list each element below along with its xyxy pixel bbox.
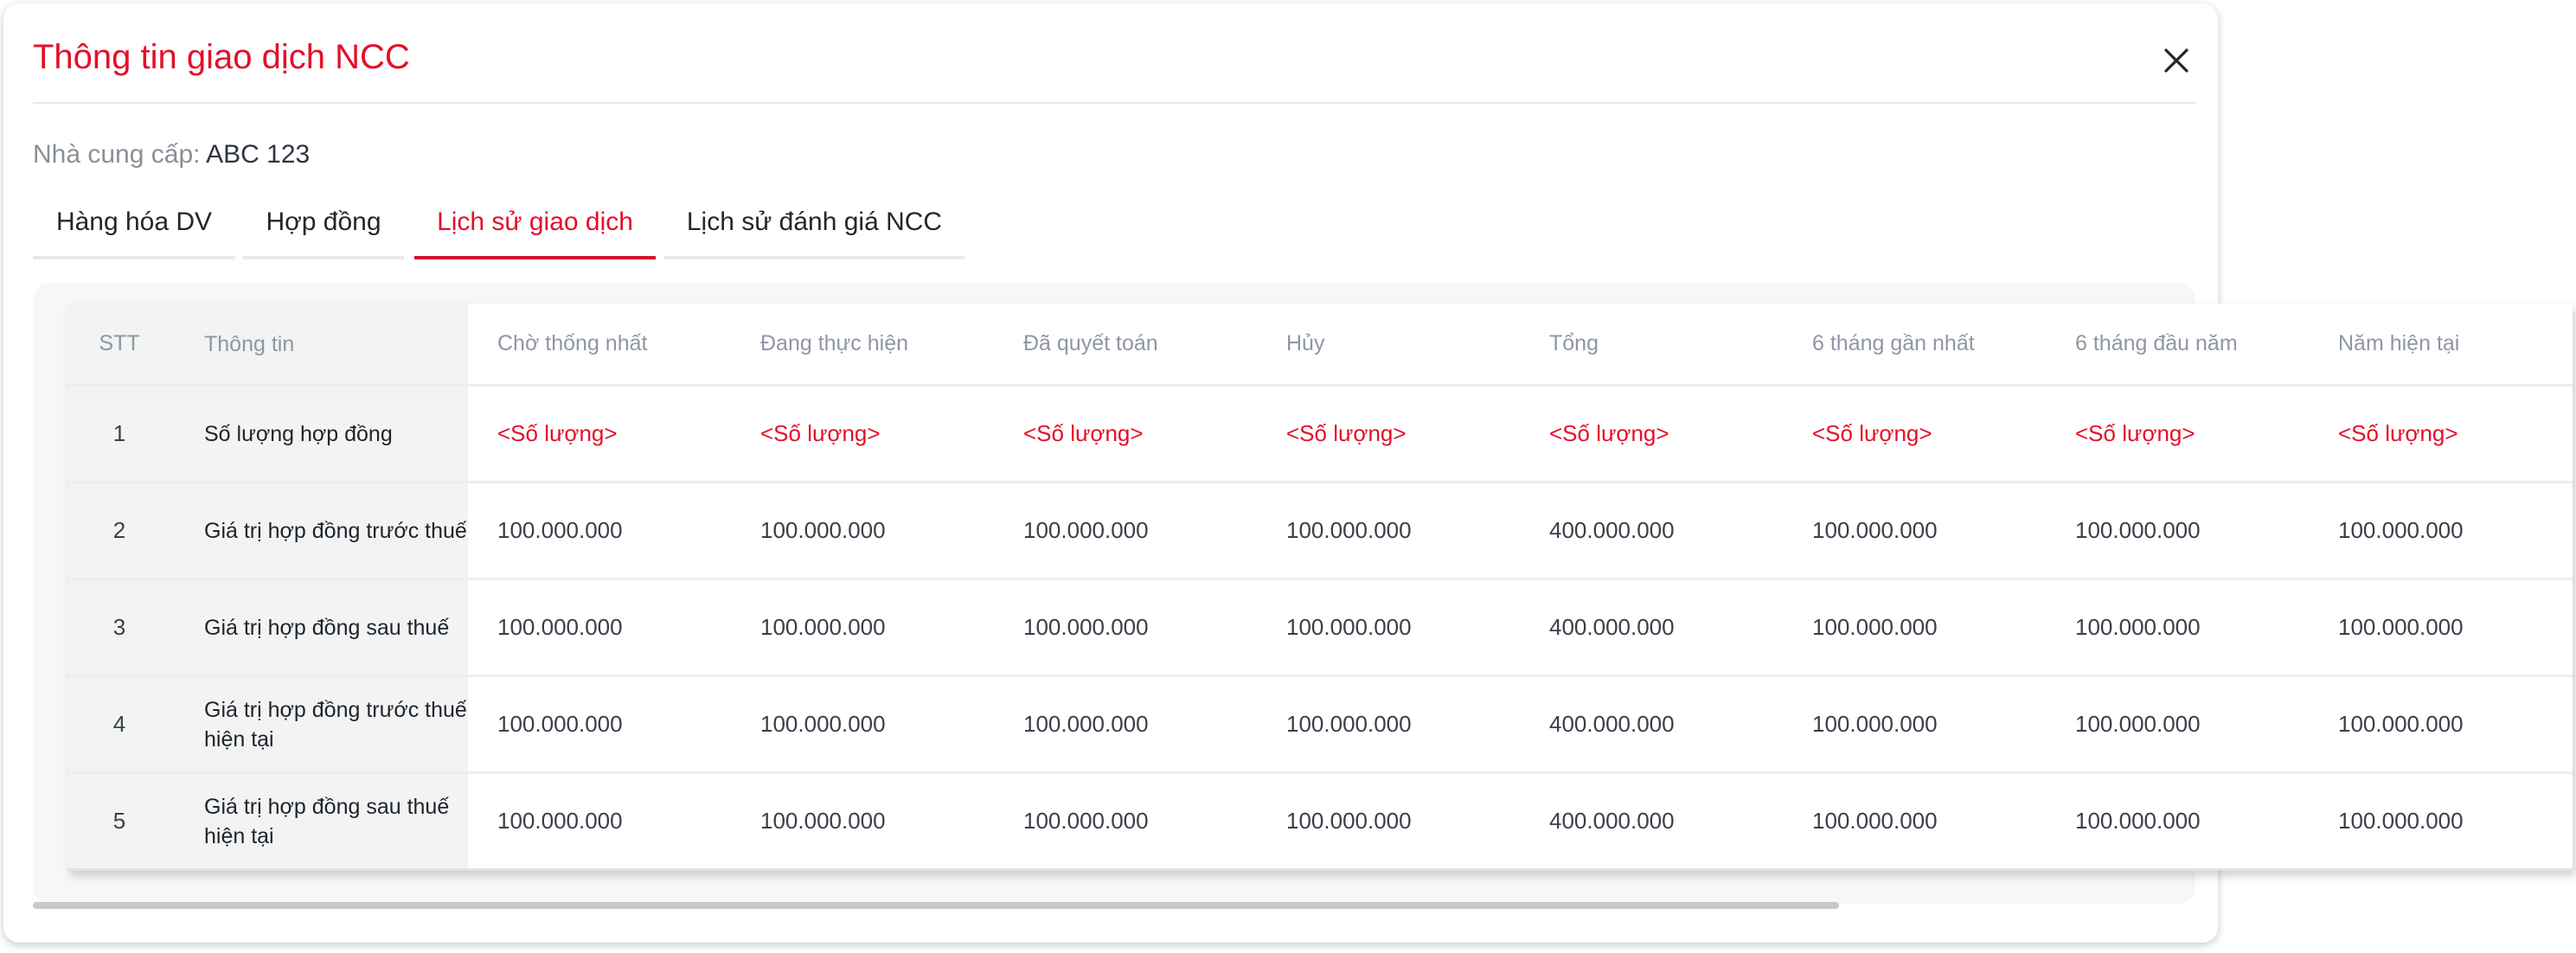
table-cell: <Số lượng> (497, 420, 618, 446)
column-header: 6 tháng đầu năm (2075, 331, 2238, 355)
table-cell: 100.000.000 (2338, 808, 2464, 834)
table-cell: 100.000.000 (1023, 711, 1149, 737)
row-label: Giá trị hợp đồng sau thuế (171, 580, 468, 675)
table-cell: <Số lượng> (1549, 420, 1669, 446)
table-cell: 100.000.000 (497, 711, 623, 737)
column-header: 6 tháng gần nhất (1812, 331, 1975, 355)
table-cell: 100.000.000 (2338, 711, 2464, 737)
row-number: 2 (67, 483, 171, 578)
horizontal-scrollbar[interactable] (33, 902, 1839, 909)
tab-lich-su-giao-dich[interactable]: Lịch sử giao dịch (414, 208, 656, 259)
table-cell: 100.000.000 (1023, 808, 1149, 834)
divider (33, 102, 2195, 104)
transaction-table: STT Thông tin Chờ thống nhất Đang thực hiện… (67, 304, 2573, 871)
column-header: Hủy (1286, 331, 1325, 355)
row-number: 1 (67, 387, 171, 481)
supplier-info: Nhà cung cấp: ABC 123 (33, 140, 310, 169)
row-number: 5 (67, 774, 171, 868)
row-number: 3 (67, 580, 171, 675)
table-cell: 100.000.000 (760, 808, 886, 834)
table-cell: <Số lượng> (2075, 420, 2195, 446)
column-header: Đã quyết toán (1023, 331, 1158, 355)
table-cell: 100.000.000 (1023, 614, 1149, 640)
table-cell: 100.000.000 (1812, 517, 1938, 543)
table-cell: 100.000.000 (1812, 808, 1938, 834)
row-label: Giá trị hợp đồng trước thuế (171, 483, 468, 578)
table-row: 5 Giá trị hợp đồng sau thuế hiện tại 100.0… (67, 774, 2573, 871)
table-cell: 100.000.000 (497, 517, 623, 543)
close-icon[interactable] (2159, 43, 2194, 78)
table-cell: 400.000.000 (1549, 808, 1675, 834)
row-number: 4 (67, 677, 171, 771)
dialog-title: Thông tin giao dịch NCC (33, 38, 410, 76)
table-cell: <Số lượng> (1286, 420, 1407, 446)
row-label: Giá trị hợp đồng sau thuế hiện tại (171, 774, 468, 868)
column-header: Chờ thống nhất (497, 331, 648, 355)
table-cell: 100.000.000 (1286, 614, 1412, 640)
table-cell: 400.000.000 (1549, 614, 1675, 640)
table-cell: 400.000.000 (1549, 711, 1675, 737)
column-header: Tổng (1549, 331, 1599, 355)
table-row: 1 Số lượng hợp đồng <Số lượng> <Số lượng> <S… (67, 387, 2573, 483)
table-cell: 100.000.000 (760, 711, 886, 737)
table-cell: 100.000.000 (760, 614, 886, 640)
row-label: Giá trị hợp đồng trước thuế hiện tại (171, 677, 468, 771)
table-row: 4 Giá trị hợp đồng trước thuế hiện tại 100… (67, 677, 2573, 774)
table-cell: 100.000.000 (2338, 517, 2464, 543)
table-cell: 100.000.000 (1286, 711, 1412, 737)
table-cell: 100.000.000 (1812, 614, 1938, 640)
table-cell: 100.000.000 (760, 517, 886, 543)
table-cell: 100.000.000 (2075, 808, 2201, 834)
table-cell: 100.000.000 (497, 614, 623, 640)
column-header: Thông tin (171, 304, 468, 384)
table-cell: <Số lượng> (1812, 420, 1932, 446)
table-cell: 100.000.000 (2075, 711, 2201, 737)
column-header: STT (67, 304, 171, 384)
table-cell: 100.000.000 (2075, 517, 2201, 543)
table-cell: 100.000.000 (497, 808, 623, 834)
table-cell: 100.000.000 (2338, 614, 2464, 640)
tab-hop-dong[interactable]: Hợp đồng (243, 208, 404, 259)
table-row: 2 Giá trị hợp đồng trước thuế 100.000.000 1… (67, 483, 2573, 580)
table-cell: 100.000.000 (1286, 808, 1412, 834)
table-cell: 100.000.000 (2075, 614, 2201, 640)
table-cell: 100.000.000 (1286, 517, 1412, 543)
supplier-label: Nhà cung cấp: (33, 140, 201, 169)
tab-lich-su-danh-gia-ncc[interactable]: Lịch sử đánh giá NCC (664, 208, 964, 259)
column-header: Năm hiện tại (2338, 331, 2460, 355)
table-cell: <Số lượng> (1023, 420, 1144, 446)
table-header-row: STT Thông tin Chờ thống nhất Đang thực hiện… (67, 304, 2573, 387)
row-label: Số lượng hợp đồng (171, 387, 468, 481)
table-cell: <Số lượng> (760, 420, 881, 446)
table-row: 3 Giá trị hợp đồng sau thuế 100.000.000 100… (67, 580, 2573, 677)
table-cell: 100.000.000 (1023, 517, 1149, 543)
table-cell: <Số lượng> (2338, 420, 2458, 446)
table-cell: 100.000.000 (1812, 711, 1938, 737)
column-header: Đang thực hiện (760, 331, 909, 355)
table-cell: 400.000.000 (1549, 517, 1675, 543)
supplier-value: ABC 123 (206, 140, 311, 169)
tab-hang-hoa-dv[interactable]: Hàng hóa DV (33, 208, 235, 259)
